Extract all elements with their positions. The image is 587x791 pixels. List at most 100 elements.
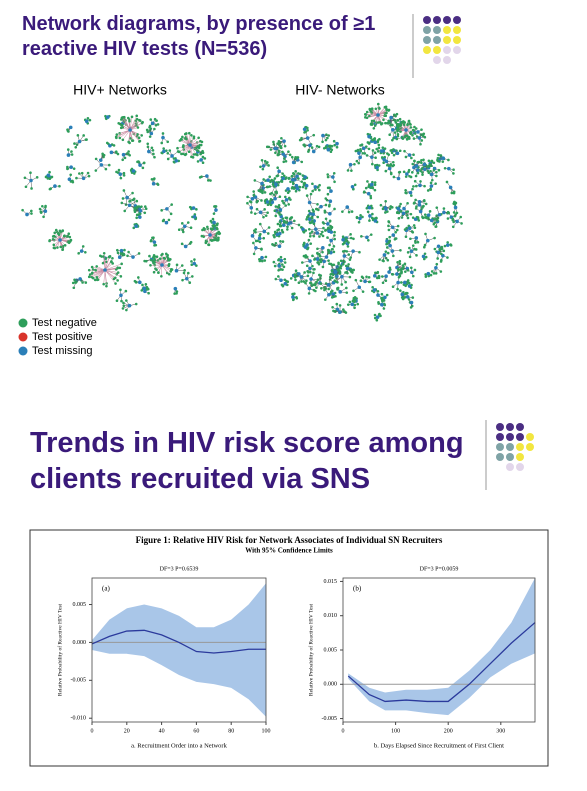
network-hub <box>266 178 270 182</box>
network-hub <box>382 253 387 257</box>
network-node <box>365 275 368 279</box>
network-node <box>120 123 124 127</box>
network-node <box>66 234 70 238</box>
network-node <box>125 308 128 312</box>
network-hub <box>262 229 267 234</box>
network-node <box>332 250 336 254</box>
network-node <box>112 144 116 147</box>
network-node <box>436 257 439 260</box>
network-node <box>276 222 280 226</box>
network-hub <box>307 286 312 291</box>
network-node <box>401 137 405 140</box>
network-node <box>413 179 417 183</box>
network-node <box>250 211 253 214</box>
network-node <box>391 160 395 164</box>
network-node <box>395 228 399 232</box>
network-node <box>370 107 374 111</box>
network-node <box>142 161 146 165</box>
network-node <box>424 202 428 206</box>
network-node <box>253 179 257 182</box>
network-node <box>298 185 302 189</box>
network-node <box>340 283 344 286</box>
network-node <box>390 123 394 127</box>
network-node <box>434 182 437 185</box>
logo-dot <box>443 26 451 34</box>
network-node <box>305 255 309 259</box>
network-node <box>114 135 118 139</box>
network-hub <box>184 276 189 281</box>
network-node <box>258 240 262 244</box>
network-node <box>119 288 122 292</box>
network-hub <box>447 166 451 171</box>
network-node <box>297 177 300 180</box>
network-node <box>406 291 409 295</box>
network-node <box>279 144 282 148</box>
network-hub <box>363 279 367 284</box>
network-node <box>378 258 381 261</box>
network-node <box>66 148 70 151</box>
network-node <box>95 265 99 268</box>
network-node <box>184 152 188 156</box>
network-node <box>73 281 77 284</box>
network-hub <box>69 165 73 169</box>
network-node <box>352 237 355 241</box>
network-node <box>450 191 454 195</box>
network-node <box>69 238 73 242</box>
x-tick-label: 100 <box>391 728 400 734</box>
network-node <box>394 121 398 124</box>
network-node <box>274 205 278 208</box>
network-node <box>212 212 216 215</box>
logo-dot <box>526 443 534 451</box>
network-node <box>162 218 166 222</box>
network-hub <box>281 223 286 227</box>
network-hub <box>78 277 82 281</box>
network-node <box>408 255 412 259</box>
network-node <box>330 144 334 148</box>
network-node <box>328 203 331 207</box>
network-hub <box>311 149 316 154</box>
network-node <box>347 241 350 244</box>
network-node <box>373 316 377 320</box>
network-node <box>285 216 289 220</box>
network-node <box>453 200 456 204</box>
network-node <box>420 167 424 171</box>
network-node <box>192 136 196 140</box>
network-node <box>375 318 379 322</box>
network-node <box>384 279 388 283</box>
network-node <box>276 166 279 170</box>
network-node <box>274 214 278 218</box>
network-node <box>335 145 339 149</box>
network-hub <box>389 115 393 120</box>
network-node <box>286 280 290 284</box>
network-hub <box>390 225 395 230</box>
network-node <box>347 263 350 266</box>
network-node <box>286 225 289 229</box>
network-node <box>446 241 449 244</box>
network-node <box>348 275 352 279</box>
network-hub <box>125 195 129 200</box>
network-node <box>432 222 436 226</box>
network-node <box>353 295 357 299</box>
network-hub <box>436 250 441 255</box>
network-node <box>370 216 374 220</box>
network-hub <box>311 212 316 217</box>
network-node <box>312 268 315 271</box>
network-node <box>327 259 330 262</box>
network-node <box>81 245 85 248</box>
network-node <box>283 157 286 160</box>
network-edge <box>119 129 131 139</box>
network-node <box>169 212 173 216</box>
network-node <box>322 226 325 230</box>
network-node <box>393 131 397 134</box>
network-hub <box>455 219 459 224</box>
network-node <box>388 235 391 239</box>
network-node <box>407 135 411 139</box>
network-node <box>341 210 344 213</box>
network-node <box>172 157 176 160</box>
network-node <box>410 171 414 174</box>
network-node <box>149 118 153 121</box>
network-edge <box>189 144 194 158</box>
network-node <box>121 115 125 119</box>
x-tick-label: 20 <box>124 728 130 734</box>
network-node <box>327 226 330 230</box>
